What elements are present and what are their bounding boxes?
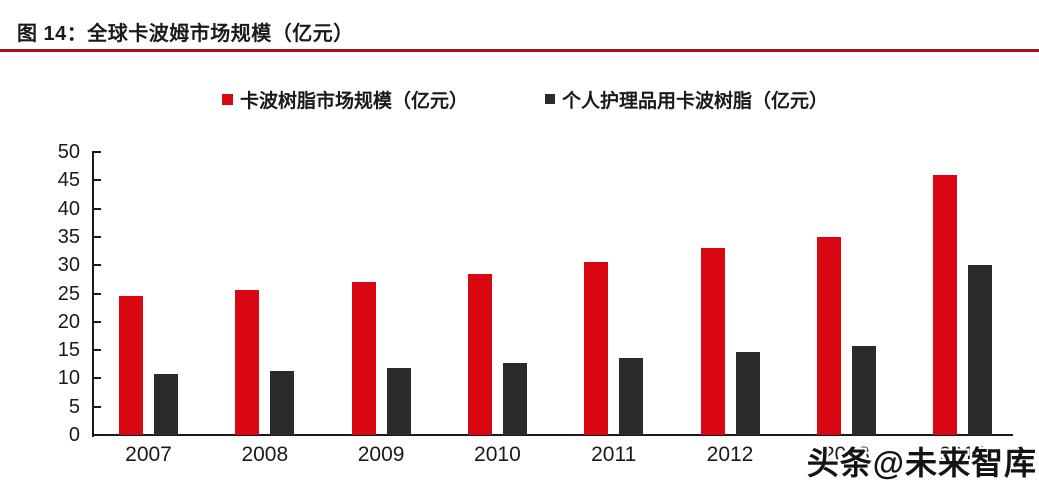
- legend-item-personal-care: 个人护理品用卡波树脂（亿元）: [545, 87, 829, 112]
- bar-series2-2013: [851, 346, 876, 435]
- bar-series2-2012: [735, 352, 760, 435]
- bar-series2-2010: [502, 363, 527, 435]
- bar-series1-2010: [467, 274, 492, 435]
- bar-series2-2014: [968, 265, 993, 435]
- y-tick-label: 40: [57, 197, 80, 220]
- bar-series2-2007: [154, 374, 178, 435]
- bar-series1-2011: [584, 262, 609, 435]
- y-tick-mark: [92, 151, 101, 153]
- bar-series2-2011: [619, 358, 644, 435]
- bar-series1-2012: [700, 248, 725, 435]
- x-tick-label-2009: 2009: [357, 443, 405, 466]
- y-tick-label: 15: [57, 339, 80, 362]
- y-tick-label: 0: [68, 424, 80, 446]
- y-tick-mark: [92, 264, 101, 267]
- bar-series2-2009: [386, 368, 411, 435]
- figure-title: 图 14：全球卡波姆市场规模（亿元）: [17, 23, 354, 45]
- bar-series1-2014: [933, 175, 958, 435]
- y-tick-mark: [92, 405, 101, 408]
- y-tick-label: 10: [57, 367, 80, 390]
- bar-series1-2007: [119, 296, 143, 435]
- y-tick-label: 35: [57, 225, 80, 248]
- y-tick-label: 20: [57, 310, 80, 333]
- legend-label-personal-care: 个人护理品用卡波树脂（亿元）: [562, 90, 829, 112]
- legend-marker-red-square: [222, 93, 233, 105]
- y-tick-mark: [92, 377, 101, 380]
- y-tick-label: 45: [57, 169, 80, 192]
- title-underline: [0, 49, 1039, 52]
- x-tick-label-2014: 2014: [939, 443, 986, 466]
- bar-series1-2008: [235, 290, 260, 435]
- y-tick-label: 50: [57, 141, 80, 163]
- x-tick-label-2011: 2011: [591, 443, 637, 466]
- y-tick-mark: [92, 179, 101, 182]
- x-tick-label-2007: 2007: [125, 443, 172, 466]
- y-tick-mark: [92, 349, 101, 352]
- legend-item-carbomer-resin: 卡波树脂市场规模（亿元）: [222, 87, 469, 112]
- y-tick-mark: [92, 207, 101, 210]
- x-axis-line: [92, 434, 1013, 436]
- x-tick-label-2008: 2008: [241, 443, 289, 466]
- y-tick-mark: [92, 320, 101, 323]
- watermark: 头条@未来智库: [806, 445, 1037, 481]
- y-tick-mark: [92, 292, 101, 295]
- bar-series2-2008: [270, 371, 295, 435]
- bar-series1-2009: [351, 282, 376, 435]
- bar-series1-2013: [816, 237, 841, 435]
- x-tick-label-2010: 2010: [474, 443, 521, 466]
- y-tick-label: 5: [68, 395, 80, 418]
- legend-marker-dark-square: [545, 94, 555, 104]
- y-tick-mark: [92, 235, 101, 238]
- legend-label-carbomer-resin: 卡波树脂市场规模（亿元）: [240, 90, 469, 112]
- x-tick-label-2012: 2012: [706, 443, 754, 466]
- y-axis-line: [92, 152, 94, 437]
- y-tick-label: 30: [57, 254, 80, 277]
- x-tick-label-2013: 2013: [822, 443, 870, 466]
- y-tick-label: 25: [57, 282, 80, 305]
